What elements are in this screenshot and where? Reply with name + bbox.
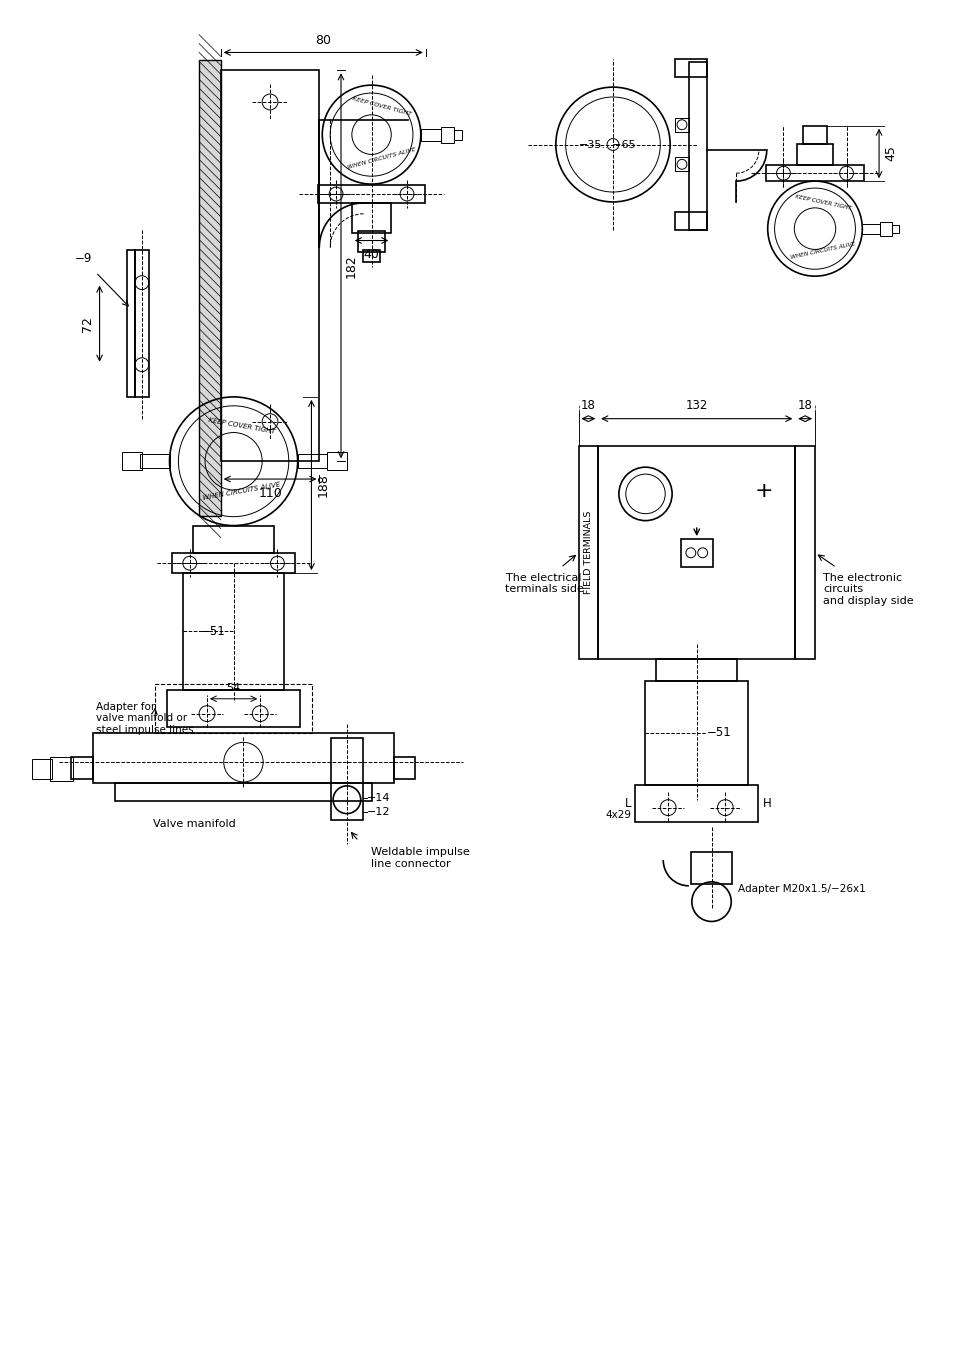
Text: Valve manifold: Valve manifold [152,819,235,829]
Text: The electronic
circuits
and display side: The electronic circuits and display side [822,573,913,605]
Bar [155,684,312,734]
Bar [193,525,274,554]
Bar [688,62,706,230]
Text: KEEP COVER TIGHT: KEEP COVER TIGHT [794,195,850,211]
Text: Adapter for
valve manifold or
steel impulse lines: Adapter for valve manifold or steel impu… [95,701,193,735]
Bar [675,157,688,171]
Text: −14: −14 [366,792,390,803]
Bar [680,539,712,566]
Bar [331,738,362,819]
Text: −51: −51 [706,726,731,739]
Bar [172,554,294,573]
Bar [675,60,706,77]
Text: 182: 182 [345,255,357,278]
Bar [127,250,135,397]
Bar [114,783,372,800]
Text: 54: 54 [226,682,240,693]
Bar [167,691,300,727]
Bar [140,455,170,468]
Text: 80: 80 [314,34,331,46]
Text: Weldable impulse
line connector: Weldable impulse line connector [370,848,469,869]
Bar [635,785,758,822]
Text: −9: −9 [75,252,92,265]
Bar [420,129,440,141]
Bar [690,852,732,884]
Text: 110: 110 [258,487,282,500]
Bar [93,734,394,783]
Bar [135,250,149,397]
Text: The electrical
terminals side: The electrical terminals side [504,573,583,594]
Text: 45: 45 [883,145,896,161]
Text: −51: −51 [201,626,226,638]
Bar [598,447,795,659]
Bar [50,757,73,781]
Text: 4x29: 4x29 [604,810,631,819]
Text: 18: 18 [797,398,812,412]
Bar [454,130,462,139]
Bar [122,452,142,470]
Bar [862,223,879,234]
Text: 18: 18 [580,398,596,412]
Text: 72: 72 [81,315,93,332]
Bar [32,760,51,779]
Bar [297,455,327,468]
Bar [578,447,598,659]
Text: 40: 40 [363,248,379,261]
Text: WHEN CIRCUITS ALIVE: WHEN CIRCUITS ALIVE [346,146,416,171]
Bar [891,225,898,233]
Text: WHEN CIRCUITS ALIVE: WHEN CIRCUITS ALIVE [789,241,855,260]
Text: FIELD TERMINALS: FIELD TERMINALS [583,510,592,594]
Bar [327,452,347,470]
Bar [795,447,814,659]
Bar [440,127,454,142]
Text: −35...−65: −35...−65 [578,139,637,149]
Text: KEEP COVER TIGHT: KEEP COVER TIGHT [208,417,275,435]
Bar [656,659,737,681]
Bar [220,70,319,462]
Bar [71,757,93,779]
Bar [675,118,688,131]
Bar [675,211,706,230]
Bar [183,573,284,691]
Bar [362,250,380,263]
Bar [802,126,826,144]
Text: +: + [754,481,772,501]
Text: WHEN CIRCUITS ALIVE: WHEN CIRCUITS ALIVE [202,481,280,501]
Bar [318,185,424,203]
Text: Adapter M20x1.5/−26x1: Adapter M20x1.5/−26x1 [738,884,865,894]
Bar [199,61,220,516]
Bar [644,681,748,785]
Text: 188: 188 [316,473,329,497]
Text: KEEP COVER TIGHT: KEEP COVER TIGHT [351,96,411,118]
Bar [394,757,415,779]
Bar [357,230,385,252]
Text: −12: −12 [366,807,390,816]
Bar [765,165,863,181]
Bar [879,222,891,236]
Text: L: L [624,798,631,810]
Bar [797,144,832,165]
Bar [352,203,391,233]
Text: 132: 132 [685,398,707,412]
Text: H: H [762,798,771,810]
